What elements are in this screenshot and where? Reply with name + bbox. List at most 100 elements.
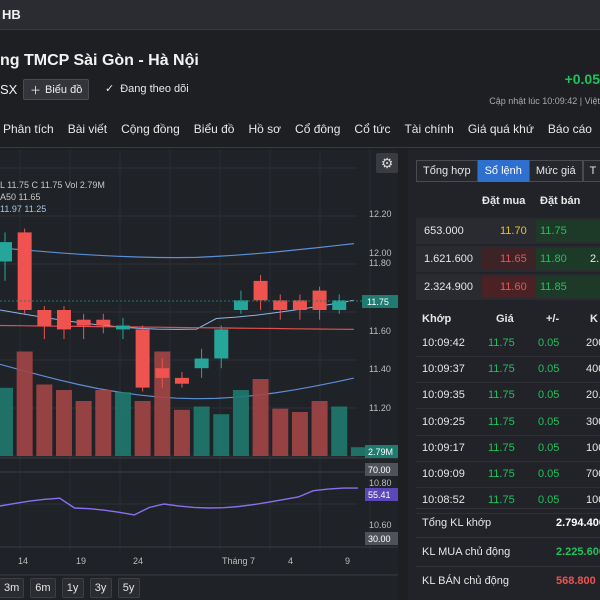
range-3y-button[interactable]: 3y <box>89 578 112 598</box>
match-volume: 700 <box>586 468 600 480</box>
summary-row: KL MUA chủ động 2.225.600 <box>416 537 600 565</box>
x-axis-label: 9 <box>345 556 350 566</box>
tab-so-lenh[interactable]: Sổ lệnh <box>477 160 529 182</box>
volume-bar <box>213 414 230 456</box>
nav-item-bai-viet[interactable]: Bài viết <box>67 121 108 136</box>
volume-bar <box>331 406 348 456</box>
chart-button[interactable]: ＋ Biểu đồ <box>23 79 90 100</box>
summary-label: Tổng KL khớp <box>422 517 492 529</box>
match-price: 11.75 <box>488 363 515 376</box>
nav-item-gia-qua-khu[interactable]: Giá quá khứ <box>467 121 534 136</box>
range-1y-button[interactable]: 1y <box>61 578 84 598</box>
x-axis-label: 19 <box>76 556 86 566</box>
orderbook-row[interactable]: 653.000 11.70 11.75 <box>416 218 600 244</box>
orderbook-row[interactable]: 1.621.600 11.65 11.80 2. <box>416 246 600 272</box>
bid-header: Đặt mua <box>482 195 526 207</box>
match-time: 10:09:42 <box>422 337 465 349</box>
ask-bar <box>536 276 600 298</box>
follow-button[interactable]: ✓ Đang theo dõi <box>105 82 189 96</box>
match-volume: 100 <box>586 494 600 507</box>
volume-bar <box>350 447 367 456</box>
range-selector: 3m 6m 1y 3y 5y <box>0 578 140 600</box>
ask-price: 11.85 <box>540 281 567 293</box>
nav-item-bao-cao[interactable]: Báo cáo <box>547 121 592 136</box>
candle-body <box>273 300 288 310</box>
candle-body <box>135 329 150 388</box>
bid-price: 11.70 <box>500 225 527 237</box>
price-axis-label: 12.20 <box>369 209 392 219</box>
nav-item-co-tuc[interactable]: Cổ tức <box>354 121 391 136</box>
match-price: 11.75 <box>488 441 515 454</box>
match-row: 10:09:09 11.75 0.05 700 <box>416 462 600 488</box>
match-change: 0.05 <box>538 337 560 349</box>
price-axis-label: 11.60 <box>369 326 391 336</box>
bid-volume: 653.000 <box>424 225 464 237</box>
volume-bar <box>75 401 92 456</box>
candle-body <box>174 377 189 384</box>
match-time-header: Khớp <box>422 313 452 325</box>
x-axis-label: 24 <box>133 556 143 566</box>
nav-item-co-dong[interactable]: Cổ đông <box>295 121 341 136</box>
volume-bar <box>114 392 131 456</box>
candle-body <box>214 329 229 359</box>
ask-header: Đặt bán <box>540 195 581 207</box>
match-vol-header: K <box>590 313 598 325</box>
ask-price: 11.80 <box>540 253 567 265</box>
bollinger-upper-line <box>0 243 354 259</box>
range-6m-button[interactable]: 6m <box>30 578 56 598</box>
match-row: 10:09:37 11.75 0.05 400 <box>416 357 600 384</box>
x-axis-label: Tháng 7 <box>222 556 255 566</box>
match-volume: 300 <box>586 415 600 428</box>
nav-item-tai-chinh[interactable]: Tài chính <box>404 121 454 136</box>
chart-canvas[interactable]: 12.2012.0011.8011.6011.4011.2011.011.752… <box>0 150 398 600</box>
candle-body <box>312 290 327 310</box>
rsi-tag-bg <box>365 463 398 476</box>
match-price: 11.75 <box>488 468 515 480</box>
top-bar: HB <box>0 0 600 30</box>
updated-time: Cập nhật lúc 10:09:42 | Việt <box>489 96 600 106</box>
rsi-tag: 30.00 <box>368 534 391 544</box>
tab-tong-hop[interactable]: Tổng hợp <box>416 160 478 182</box>
candle-body <box>17 232 32 310</box>
match-change: 0.05 <box>538 441 560 454</box>
ask-bar <box>536 248 600 270</box>
nav-item-bieu-do[interactable]: Biểu đồ <box>193 121 235 136</box>
volume-bar <box>134 401 151 456</box>
match-time: 10:09:17 <box>422 441 465 454</box>
nav-item-phan-tich[interactable]: Phân tích <box>3 121 54 136</box>
summary-label: KL MUA chủ động <box>422 546 511 558</box>
volume-bar <box>252 379 269 456</box>
candle-body <box>194 358 209 369</box>
volume-bar <box>55 390 72 456</box>
rsi-tag: 55.41 <box>368 490 391 500</box>
range-5y-button[interactable]: 5y <box>117 578 140 598</box>
volume-bar <box>36 384 53 456</box>
match-change: 0.05 <box>538 363 560 376</box>
exchange-label: SX <box>0 82 18 97</box>
volume-bar <box>272 408 289 456</box>
match-price: 11.75 <box>488 337 515 349</box>
summary-value: 2.225.600 <box>556 546 600 558</box>
rsi-tag-bg <box>365 488 398 501</box>
bid-volume: 1.621.600 <box>424 253 473 265</box>
orderbook-row[interactable]: 2.324.900 11.60 11.85 <box>416 274 600 300</box>
tab-muc-gia[interactable]: Mức giá <box>528 160 583 182</box>
price-chart[interactable]: 12.2012.0011.8011.6011.4011.2011.011.752… <box>0 150 398 600</box>
gear-icon[interactable]: ⚙ <box>376 153 398 173</box>
volume-tag: 2.79M <box>368 447 393 457</box>
nav-item-cong-dong[interactable]: Cộng đồng <box>121 121 180 136</box>
ticker-symbol: HB <box>2 7 21 22</box>
chart-button-label: Biểu đồ <box>45 83 83 96</box>
range-3m-button[interactable]: 3m <box>0 578 25 598</box>
summary-label: KL BÁN chủ động <box>422 575 510 587</box>
match-time: 10:09:37 <box>422 363 465 376</box>
rsi-axis-label: 10.60 <box>369 520 392 530</box>
company-name: ng TMCP Sài Gòn - Hà Nội <box>0 52 199 69</box>
nav-item-ho-so[interactable]: Hồ sơ <box>248 121 282 136</box>
match-volume: 20.000 <box>586 389 600 402</box>
match-time: 10:09:35 <box>422 389 465 402</box>
summary-row: KL BÁN chủ động 568.800 <box>416 566 600 594</box>
check-icon: ✓ <box>105 83 115 95</box>
tab-more[interactable]: T <box>582 160 600 182</box>
x-axis-label: 14 <box>18 556 28 566</box>
